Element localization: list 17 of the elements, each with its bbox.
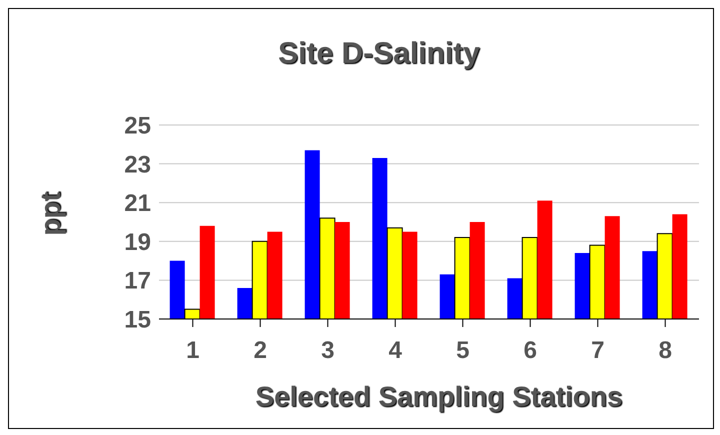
x-tick-label: 5 — [456, 337, 470, 364]
x-tick-label: 3 — [321, 337, 334, 364]
y-tick-label: 17 — [124, 268, 151, 295]
y-tick-label: 21 — [124, 190, 151, 218]
x-axis-title: Selected Sampling Stations — [254, 381, 624, 413]
y-tick-label: 23 — [124, 151, 151, 178]
chart-title: Site D-Salinity — [277, 37, 481, 71]
x-tick-label: 2 — [254, 337, 267, 364]
x-tick-label: 4 — [388, 337, 403, 364]
x-tick-label: 1 — [186, 337, 200, 364]
x-tick-label: 6 — [524, 337, 537, 364]
y-tick-label: 15 — [124, 306, 151, 334]
y-tick-label: 19 — [124, 228, 151, 256]
y-tick-label: 25 — [124, 112, 151, 140]
x-tick-label: 7 — [591, 337, 604, 364]
x-tick-label: 8 — [658, 337, 672, 364]
y-axis-title: ppt — [35, 192, 67, 236]
